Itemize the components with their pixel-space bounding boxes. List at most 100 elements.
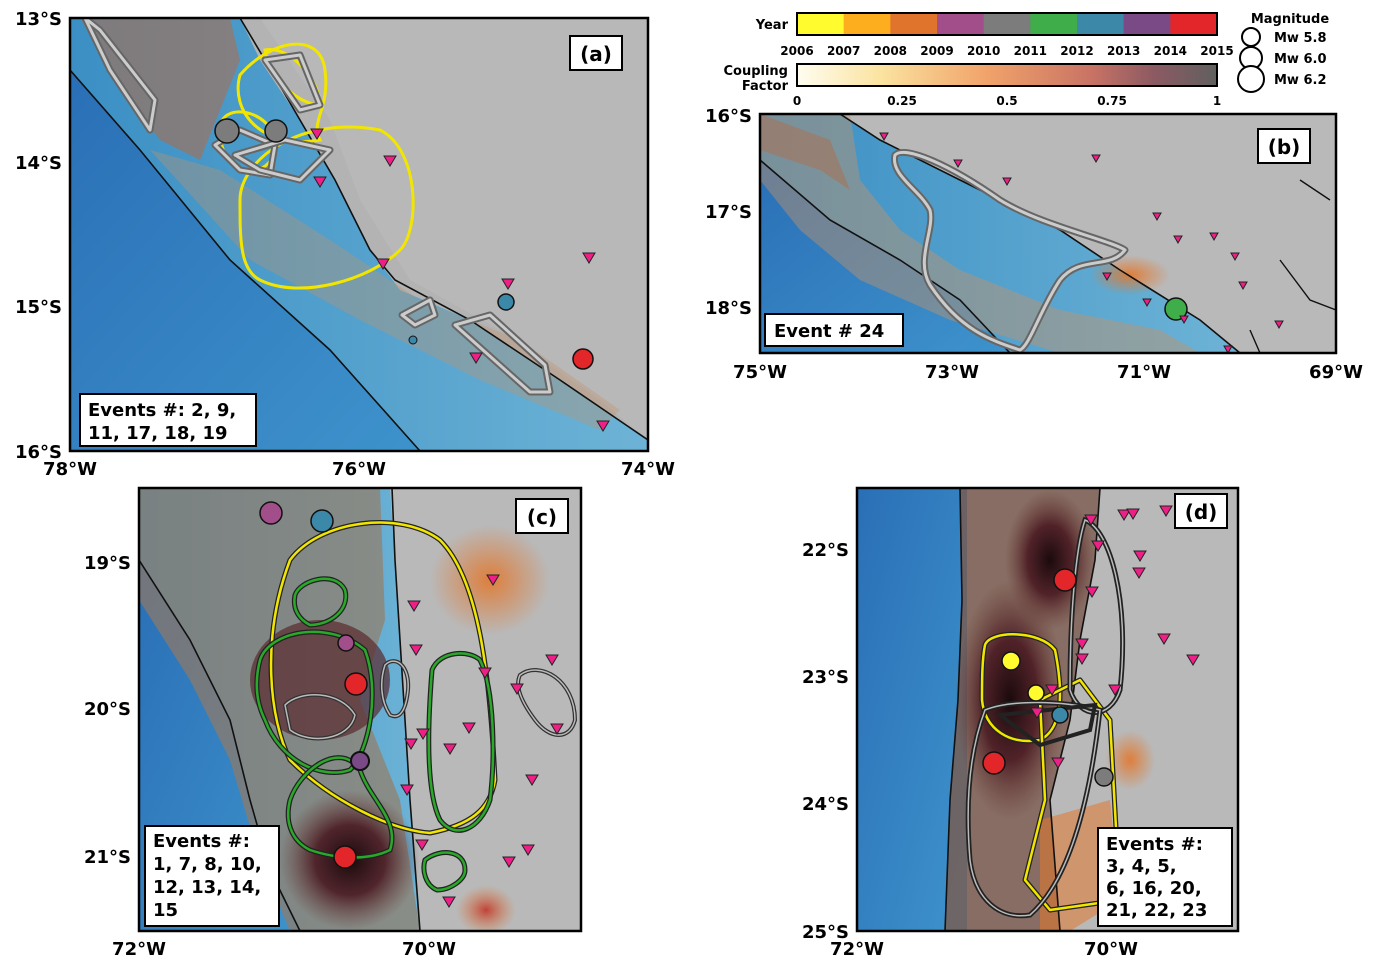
- panel-d-station: [1117, 509, 1131, 521]
- legend-year-title: Year: [755, 18, 789, 33]
- panel-a-events-box: [79, 393, 257, 447]
- legend-coupling-colorbar: [796, 63, 1218, 87]
- panel-d-lon-tick: 72°W: [830, 939, 884, 960]
- panel-c-rupture-green-5: [422, 851, 467, 892]
- panel-a-rupture-yellow-4: [238, 125, 415, 290]
- year-colorbar-segment: [1123, 13, 1171, 35]
- panel-a-rupture-gray-4-inner: [400, 298, 437, 327]
- panel-a-station: [469, 352, 483, 364]
- panel-b-lon-tick: 69°W: [1309, 362, 1363, 383]
- panel-b-trench: [760, 159, 1011, 353]
- panel-d-lon-tick: 70°W: [1084, 939, 1138, 960]
- year-tick-label: 2014: [1154, 44, 1187, 58]
- panel-b-lon-tick: 75°W: [733, 362, 787, 383]
- panel-d-epicenter-teal: [1051, 706, 1069, 724]
- panel-c-station: [416, 728, 430, 740]
- panel-c-events-line3: 12, 13, 14,: [153, 877, 261, 898]
- panel-c-station: [400, 784, 414, 796]
- panel-d-station: [1075, 638, 1089, 650]
- panel-b-station: [1209, 232, 1219, 242]
- year-tick-label: 2011: [1014, 44, 1047, 58]
- panel-c-rupture-black-2-inner: [284, 694, 356, 740]
- panel-d-lat-tick: 22°S: [802, 540, 849, 561]
- panel-c-coupling-hotspot-2: [456, 885, 516, 931]
- panel-c-station: [550, 723, 564, 735]
- panel-d-epicenter-yellow-2: [1027, 684, 1045, 702]
- panel-d-station: [1045, 684, 1059, 696]
- panel-a-station: [376, 258, 390, 270]
- panel-b-station: [879, 132, 889, 142]
- panel-a-lat-tick: 16°S: [15, 442, 62, 463]
- panel-a-lon-tick: 74°W: [621, 459, 675, 480]
- legend-magnitude-label: Mw 6.2: [1274, 73, 1327, 88]
- coupling-tick-label: 1: [1213, 94, 1221, 108]
- legend-coupling-title-line2: Factor: [742, 79, 789, 94]
- panel-c-station: [486, 574, 500, 586]
- panel-b-borders: [1249, 179, 1336, 353]
- panel-a-frame: [68, 16, 650, 453]
- panel-a-epicenter-teal-small: [408, 335, 418, 345]
- panel-d-events-line1: Events #:: [1106, 834, 1203, 855]
- panel-d-events-line2: 3, 4, 5,: [1106, 856, 1177, 877]
- year-tick-label: 2013: [1107, 44, 1140, 58]
- panel-c-station: [415, 839, 429, 851]
- panel-b-station: [1223, 345, 1233, 353]
- legend-coupling-title-line1: Coupling: [723, 64, 788, 79]
- panel-c-station: [521, 844, 535, 856]
- panel-b-rupture-gray-inner: [893, 150, 1127, 352]
- year-colorbar-segment: [890, 13, 938, 35]
- panel-d-tag-box: [1174, 493, 1228, 529]
- panel-c-epicenter-violet: [350, 751, 370, 771]
- panel-a-lat-tick: 15°S: [15, 297, 62, 318]
- panel-a-epicenter-teal: [497, 293, 515, 311]
- panel-b-tag-box: [1257, 128, 1311, 164]
- panel-a-lon-tick: 76°W: [332, 459, 386, 480]
- panel-c-epicenter-red-2: [333, 845, 357, 869]
- panel-c-station: [478, 667, 492, 679]
- panel-a-deep-ocean: [70, 70, 420, 451]
- panel-b-station: [1091, 154, 1101, 164]
- panel-b-epicenter-green: [1164, 297, 1188, 321]
- panel-d-station: [1084, 514, 1098, 526]
- panel-a-events-line2: 11, 17, 18, 19: [88, 423, 228, 444]
- panel-d-epicenter-gray: [1094, 767, 1114, 787]
- panel-b-station: [1152, 212, 1162, 222]
- panel-c-station: [409, 644, 423, 656]
- year-colorbar-segment: [983, 13, 1031, 35]
- panel-b-lon-tick: 71°W: [1117, 362, 1171, 383]
- panel-d-coupling-high-2: [1005, 490, 1095, 630]
- panel-a-trench: [70, 69, 421, 451]
- panel-a-epicenter-red: [572, 348, 594, 370]
- panel-c-lat-tick: 19°S: [84, 553, 131, 574]
- panel-d-epicenter-red-2: [982, 751, 1006, 775]
- panel-c-frame: [137, 486, 583, 933]
- panel-a-station: [596, 420, 610, 432]
- coupling-tick-label: 0.25: [887, 94, 917, 108]
- panel-b-lat-tick: 16°S: [705, 106, 752, 127]
- panel-a: (a) Events #: 2, 9, 11, 17, 18, 19 13°S …: [15, 9, 675, 480]
- panel-c-events-line2: 1, 7, 8, 10,: [153, 854, 262, 875]
- panel-a-map: [70, 18, 648, 451]
- panel-b-coupling-mid: [760, 114, 1200, 353]
- panel-d-station: [1157, 633, 1171, 645]
- panel-a-station: [501, 278, 515, 290]
- panel-d-station: [1075, 653, 1089, 665]
- panel-a-events-line1: Events #: 2, 9,: [88, 400, 236, 421]
- panel-d-events-box: [1097, 827, 1233, 927]
- panel-a-rupture-yellow-1: [236, 42, 328, 143]
- panel-b-lat-tick: 17°S: [705, 202, 752, 223]
- panel-c-station: [407, 600, 421, 612]
- panel-b-station: [953, 159, 963, 169]
- panel-d-station: [1159, 505, 1173, 517]
- panel-b-station: [1002, 177, 1012, 187]
- panel-c-map: [139, 488, 581, 931]
- legend-year-colorbar: [797, 13, 1218, 35]
- panel-c-station: [502, 856, 516, 868]
- legend-coupling-ticks: 0 0.25 0.5 0.75 1: [793, 94, 1221, 108]
- legend: Year 2006 2007 2008 2009 2010 2011 2012 2013 201…: [723, 12, 1329, 108]
- coupling-tick-label: 0: [793, 94, 801, 108]
- year-tick-label: 2010: [967, 44, 1000, 58]
- panel-d-tag: (d): [1185, 500, 1218, 524]
- legend-magnitude-title: Magnitude: [1251, 12, 1330, 27]
- panel-a-lat-tick: 14°S: [15, 153, 62, 174]
